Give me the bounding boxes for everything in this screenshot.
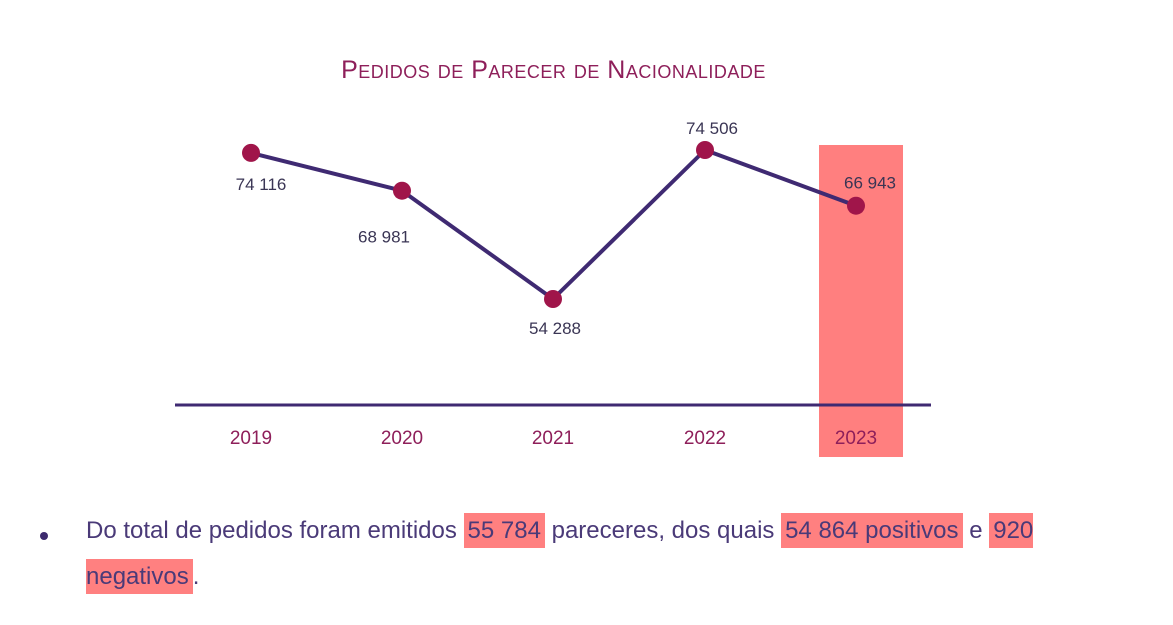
caption-part-3: e (962, 517, 990, 544)
data-label-2020: 68 981 (358, 228, 410, 247)
x-tick-label-2021: 2021 (532, 428, 574, 449)
chart-title: Pedidos de Parecer de Nacionalidade (341, 56, 766, 84)
data-point-2020 (393, 181, 411, 200)
data-label-2023: 66 943 (844, 174, 896, 193)
caption-part-2: pareceres, dos quais (544, 517, 782, 544)
data-point-2019 (242, 143, 260, 162)
data-label-2022: 74 506 (686, 119, 738, 138)
highlight-positive: 54 864 positivos (781, 513, 963, 548)
caption-part-4: . (192, 563, 200, 590)
highlight-total: 55 784 (463, 513, 545, 548)
series-line (250, 148, 857, 301)
data-point-2022 (696, 141, 714, 159)
x-tick-label-2023: 2023 (835, 428, 877, 449)
x-tick-label-2022: 2022 (684, 428, 726, 449)
data-point-2021 (544, 290, 562, 308)
x-tick-label-2020: 2020 (381, 428, 423, 449)
data-label-2019: 74 116 (236, 175, 287, 194)
x-tick-label-2019: 2019 (230, 428, 272, 449)
data-point-2023 (847, 196, 865, 215)
data-label-2021: 54 288 (529, 319, 581, 338)
line-chart: 74 116 2019 68 981 2020 54 288 2021 74 506 2022… (175, 119, 931, 457)
bullet-point (40, 532, 48, 540)
caption-part-1: Do total de pedidos foram emitidos (86, 517, 464, 544)
caption-text: Do total de pedidos foram emitidos 55 78… (86, 508, 1146, 600)
